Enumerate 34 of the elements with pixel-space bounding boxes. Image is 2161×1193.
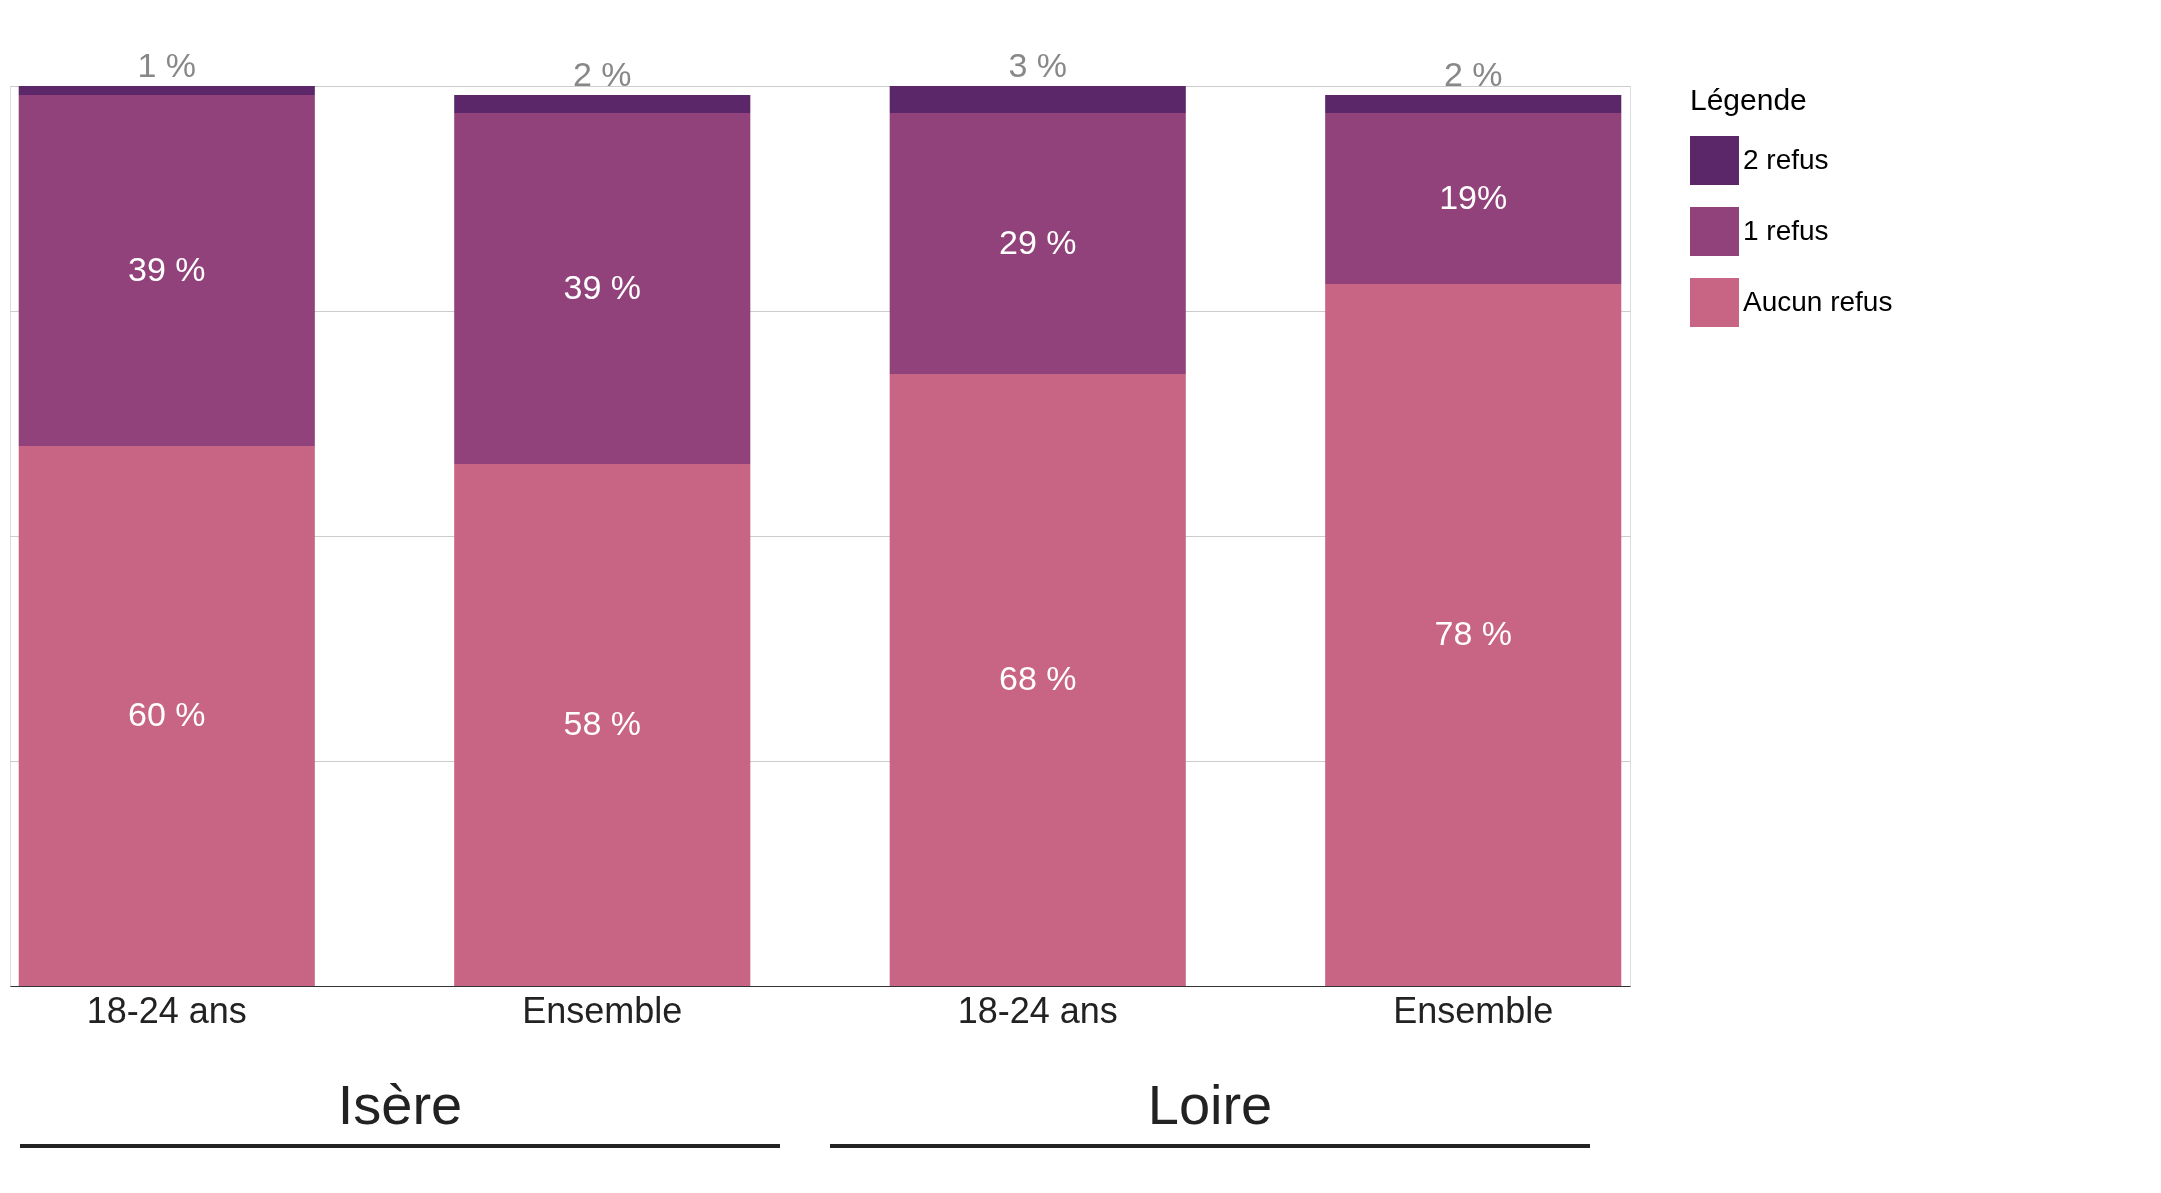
data-label: 2 % [572,55,632,93]
data-label: 2 % [1443,55,1503,93]
data-label: 3 % [1008,46,1068,84]
data-label: 60 % [128,695,206,733]
bar [18,86,315,95]
bar [1325,95,1622,113]
bar [1325,113,1622,284]
bar [454,113,751,464]
data-label: 19% [1439,177,1508,216]
legend-label: 1 refus [1743,214,1829,246]
bar [889,374,1186,986]
legend-label: Aucun refus [1743,285,1893,317]
bar [454,464,751,986]
legend-label: 2 refus [1743,143,1829,175]
data-label: 68 % [998,659,1077,697]
bar [18,95,315,446]
bar [1325,284,1622,986]
data-label: 39 % [563,267,642,306]
data-label: 29 % [998,222,1077,261]
data-label: 58 % [563,704,642,742]
bar [889,86,1186,113]
data-label: 1 % [137,46,197,84]
x-tick-label: 18-24 ans [957,989,1118,1031]
x-tick-label: Ensemble [522,989,683,1031]
text: Loire [1147,1073,1273,1136]
data-label: 78 % [1434,614,1512,652]
bar [454,95,751,113]
legend-title: Légende [1690,83,1807,116]
x-tick-label: Ensemble [1393,989,1554,1031]
bar [889,113,1186,374]
data-label: 39 % [128,249,206,288]
text: Isère [337,1073,463,1136]
x-tick-label: 18-24 ans [86,989,247,1031]
bar [18,446,315,986]
